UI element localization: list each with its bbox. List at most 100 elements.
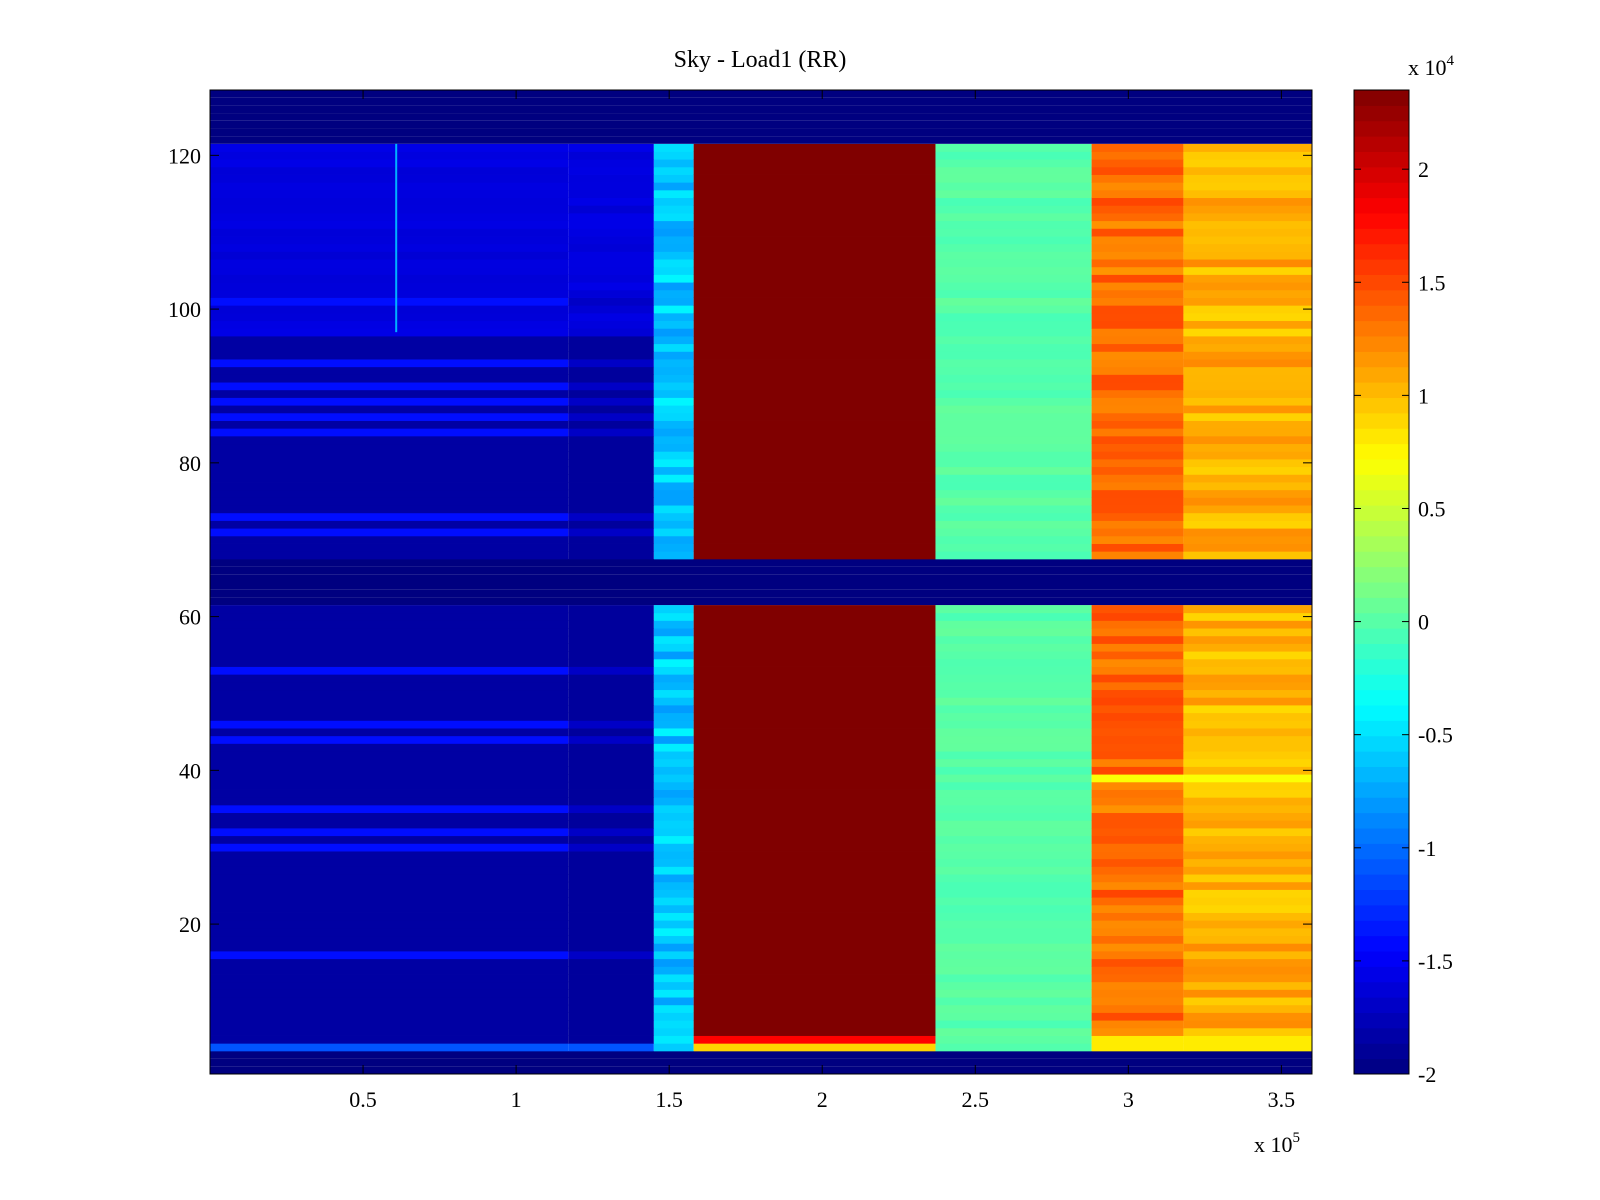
heatmap-cell-empty: [210, 582, 1312, 590]
heatmap-cell: [568, 997, 654, 1006]
heatmap-cell: [210, 981, 569, 990]
heatmap-cell: [935, 735, 1092, 744]
heatmap-cell: [1183, 681, 1312, 691]
heatmap-cell: [693, 251, 936, 260]
heatmap-cell: [693, 920, 936, 929]
colorbar-step: [1354, 428, 1409, 445]
heatmap-cell: [1091, 159, 1184, 168]
heatmap-cell: [568, 482, 654, 491]
heatmap-cell: [935, 435, 1092, 445]
heatmap-cell: [568, 343, 654, 352]
heatmap-cell: [210, 897, 569, 906]
heatmap-cell: [1091, 797, 1184, 806]
heatmap-cell: [568, 312, 654, 322]
heatmap-cell: [653, 474, 694, 483]
heatmap-cell: [210, 797, 569, 806]
heatmap-cell-empty: [210, 1058, 1312, 1067]
x-tick-label: 3: [1123, 1087, 1134, 1112]
heatmap-cell: [568, 297, 654, 306]
colorbar-multiplier-base: x 10: [1408, 55, 1447, 80]
y-tick-label: 80: [179, 451, 201, 476]
heatmap-cell: [693, 766, 936, 775]
heatmap-cell: [1091, 189, 1184, 199]
heatmap-cell: [210, 843, 569, 852]
heatmap-cell: [568, 435, 654, 445]
heatmap-cell: [568, 774, 654, 783]
heatmap-cell: [1183, 935, 1312, 944]
heatmap-cell: [693, 789, 936, 798]
heatmap-cell: [693, 643, 936, 652]
heatmap-cell: [1183, 382, 1312, 391]
heatmap-cell: [1091, 535, 1184, 544]
colorbar-step: [1354, 397, 1409, 414]
heatmap-cell: [935, 751, 1092, 760]
heatmap-cell: [693, 151, 936, 160]
heatmap-cell: [653, 159, 694, 168]
heatmap-cell: [210, 266, 569, 275]
heatmap-cell: [693, 420, 936, 429]
heatmap-cell: [210, 681, 569, 691]
heatmap-cell: [653, 497, 694, 506]
heatmap-cell: [693, 412, 936, 421]
heatmap-cell: [935, 459, 1092, 468]
y-tick-label: 40: [179, 758, 201, 783]
heatmap-cell: [935, 881, 1092, 890]
heatmap-cell: [1091, 628, 1184, 637]
heatmap-cell: [568, 866, 654, 875]
heatmap-cell: [1091, 612, 1184, 621]
x-tick-label: 3.5: [1268, 1087, 1296, 1112]
heatmap-cell: [1091, 289, 1184, 298]
heatmap-cell: [935, 935, 1092, 944]
heatmap-cell: [210, 205, 569, 214]
heatmap-cell: [693, 820, 936, 829]
heatmap-cell: [1183, 220, 1312, 229]
heatmap-cell: [568, 943, 654, 952]
heatmap-cell: [1183, 620, 1312, 629]
heatmap-cell: [1183, 843, 1312, 852]
heatmap-cell: [1091, 543, 1184, 552]
heatmap-cell: [653, 628, 694, 637]
colorbar-step: [1354, 812, 1409, 829]
y-tick-label: 100: [168, 297, 201, 322]
heatmap-cell: [935, 958, 1092, 967]
heatmap-cell: [653, 920, 694, 929]
heatmap-cell: [1091, 243, 1184, 252]
heatmap-cell: [1183, 643, 1312, 652]
heatmap-cell: [210, 297, 569, 306]
y-tick-label: 20: [179, 912, 201, 937]
heatmap-cell: [693, 605, 936, 614]
heatmap-cell: [1091, 520, 1184, 529]
heatmap-cell: [1091, 874, 1184, 883]
heatmap-cell: [935, 382, 1092, 391]
heatmap-cell: [1091, 389, 1184, 398]
heatmap-cell: [1091, 397, 1184, 406]
x-axis: 0.5 1 1.5 2 2.5 3 3.5: [349, 90, 1295, 1112]
heatmap-cell: [210, 213, 569, 222]
heatmap-cell: [568, 151, 654, 160]
colorbar-step: [1354, 535, 1409, 552]
heatmap-cell: [1183, 505, 1312, 514]
heatmap-cell: [1091, 828, 1184, 837]
heatmap-cell: [568, 466, 654, 475]
heatmap-cell: [653, 182, 694, 191]
heatmap-cell: [1091, 866, 1184, 875]
heatmap-cell: [1183, 897, 1312, 906]
heatmap-cell: [935, 297, 1092, 306]
heatmap-cell: [1091, 359, 1184, 368]
heatmap-cell-empty: [210, 105, 1312, 114]
heatmap-cell: [693, 443, 936, 452]
heatmap-cell: [935, 159, 1092, 168]
heatmap-cell: [935, 812, 1092, 821]
heatmap-cell: [693, 497, 936, 506]
colorbar-step: [1354, 781, 1409, 798]
heatmap-cell: [1183, 535, 1312, 544]
heatmap-cell: [210, 220, 569, 229]
heatmap-cell: [1183, 228, 1312, 237]
heatmap-cell: [210, 774, 569, 783]
heatmap-cell: [653, 236, 694, 245]
heatmap-cell: [1091, 166, 1184, 175]
heatmap-cell: [693, 428, 936, 437]
heatmap-cell: [935, 305, 1092, 314]
heatmap-cell: [1091, 774, 1184, 783]
heatmap-cell: [693, 266, 936, 275]
